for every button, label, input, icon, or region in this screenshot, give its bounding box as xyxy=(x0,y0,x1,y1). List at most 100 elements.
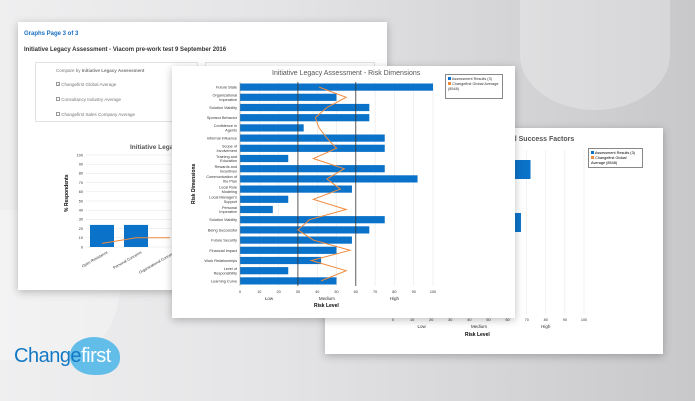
bar xyxy=(240,175,418,183)
category-label: Training and xyxy=(216,155,237,159)
report-heading: Initiative Legacy Assessment - Viacom pr… xyxy=(24,47,227,53)
band-label: Low xyxy=(418,324,427,329)
x-axis-label: Risk Level xyxy=(465,332,490,338)
option-label: Changefirst Global Average xyxy=(61,82,117,87)
category-label: Imperative xyxy=(219,98,237,102)
y-tick-label: 70 xyxy=(79,181,83,185)
chart-title: Initiative Legacy Assessment - Risk Dime… xyxy=(272,70,421,77)
x-tick-label: 30 xyxy=(296,290,300,294)
decor-circle xyxy=(520,0,670,110)
y-tick-label: 60 xyxy=(79,190,83,194)
x-tick-label: 10 xyxy=(257,290,261,294)
compare-option[interactable]: ✓ Changefirst Global Average xyxy=(56,82,116,87)
category-label: Local Role xyxy=(219,185,237,189)
category-label: the Plan xyxy=(223,180,237,184)
x-tick-label: 40 xyxy=(315,290,319,294)
category-label: Solution Viability xyxy=(209,218,237,222)
x-axis-label: Risk Level xyxy=(314,303,339,309)
category-label: Involvement xyxy=(217,149,238,153)
risk-dimensions-panel: Initiative Legacy Assessment - Risk Dime… xyxy=(172,66,515,318)
bar xyxy=(240,83,433,91)
category-label: Future State xyxy=(216,86,237,90)
y-tick-label: 40 xyxy=(79,209,83,213)
logo-bubble xyxy=(70,337,120,375)
category-label: Work Relationships xyxy=(204,259,237,263)
x-tick-label: 10 xyxy=(410,318,414,322)
bar xyxy=(240,144,385,152)
compare-prefix: Compare by xyxy=(56,68,81,73)
checkbox[interactable] xyxy=(56,112,60,116)
legend-entry: Assessment Results (3) xyxy=(451,77,492,81)
category-label: Being Successful xyxy=(208,228,237,232)
category-label: Imperative xyxy=(219,210,237,214)
compare-option[interactable]: Consultancy Industry Average xyxy=(56,97,121,102)
y-tick-label: 90 xyxy=(79,163,83,167)
legend-entry: Assessment Results (3) xyxy=(594,151,635,155)
x-tick-label: 0 xyxy=(239,290,241,294)
bar xyxy=(124,224,148,247)
x-tick-label: 60 xyxy=(354,290,358,294)
x-tick-label: 50 xyxy=(334,290,338,294)
average-line xyxy=(101,237,170,244)
bar xyxy=(240,205,273,214)
category-label: Personal xyxy=(222,206,237,210)
category-label: Solution Viability xyxy=(209,106,237,110)
y-tick-label: 10 xyxy=(79,236,83,240)
x-tick-label: 20 xyxy=(429,318,433,322)
category-label: Modeling xyxy=(222,190,237,194)
legend: Assessment Results (3) Changefirst Globa… xyxy=(588,148,643,168)
legend-entry: Changefirst Global Average (8548) xyxy=(591,156,627,165)
logo-word-change: Change xyxy=(14,345,82,367)
category-label: Local Manager's xyxy=(209,196,237,200)
y-tick-label: 20 xyxy=(79,227,83,231)
bar xyxy=(240,267,289,275)
x-tick-label: 100 xyxy=(430,290,436,294)
compare-name: Initiative Legacy Assessment xyxy=(81,68,145,73)
category-label: Education xyxy=(220,159,237,163)
x-tick-label: 80 xyxy=(544,318,548,322)
x-tick-label: 90 xyxy=(412,290,416,294)
legend: Assessment Results (3) Changefirst Globa… xyxy=(445,74,503,99)
x-tick-label: 70 xyxy=(525,318,529,322)
option-label: Consultancy Industry Average xyxy=(61,97,121,102)
category-label: Confidence in xyxy=(214,124,237,128)
bar xyxy=(240,103,370,112)
logo-word-first: first xyxy=(81,345,111,367)
category-label: Informal Influence xyxy=(207,137,237,141)
band-label: High xyxy=(541,324,551,329)
bar xyxy=(240,93,337,101)
y-tick-label: 100 xyxy=(77,153,83,157)
y-tick-label: 0 xyxy=(81,245,83,249)
category-label: Personal Concerns xyxy=(113,250,143,270)
bar xyxy=(240,246,337,254)
bar xyxy=(240,114,370,122)
category-label: Scope of xyxy=(222,145,238,149)
category-label: Organizational Concerns xyxy=(138,250,176,274)
x-tick-label: 50 xyxy=(486,318,490,322)
compare-option[interactable]: Changefirst Sales Company Average xyxy=(56,112,135,117)
band-label: Low xyxy=(265,296,274,301)
x-tick-label: 30 xyxy=(448,318,452,322)
category-label: Open Resistance xyxy=(81,250,108,268)
x-tick-label: 20 xyxy=(276,290,280,294)
checkbox[interactable] xyxy=(56,97,60,101)
risk-chart: 0 10 20 30 40 50 60 70 80 90 100 Future State Organi… xyxy=(204,82,436,301)
chart-title: ical Success Factors xyxy=(505,136,575,143)
bar xyxy=(240,256,322,265)
category-label: Communication of xyxy=(206,175,238,179)
category-label: Financial Impact xyxy=(209,249,238,253)
band-label: Medium xyxy=(319,296,335,301)
x-tick-label: 60 xyxy=(505,318,509,322)
bar xyxy=(240,236,352,244)
category-label: Level of xyxy=(224,267,238,271)
bar xyxy=(90,224,114,247)
page-link[interactable]: Graphs Page 3 of 3 xyxy=(24,31,79,37)
legend-entry: Changefirst Global Average (8548) xyxy=(448,82,499,91)
x-tick-label: 80 xyxy=(392,290,396,294)
bar xyxy=(240,195,289,203)
option-label: Changefirst Sales Company Average xyxy=(61,112,135,117)
checkbox[interactable]: ✓ xyxy=(56,82,61,87)
category-label: Agents xyxy=(225,129,237,133)
category-label: Support xyxy=(224,200,238,204)
bar xyxy=(240,124,304,132)
